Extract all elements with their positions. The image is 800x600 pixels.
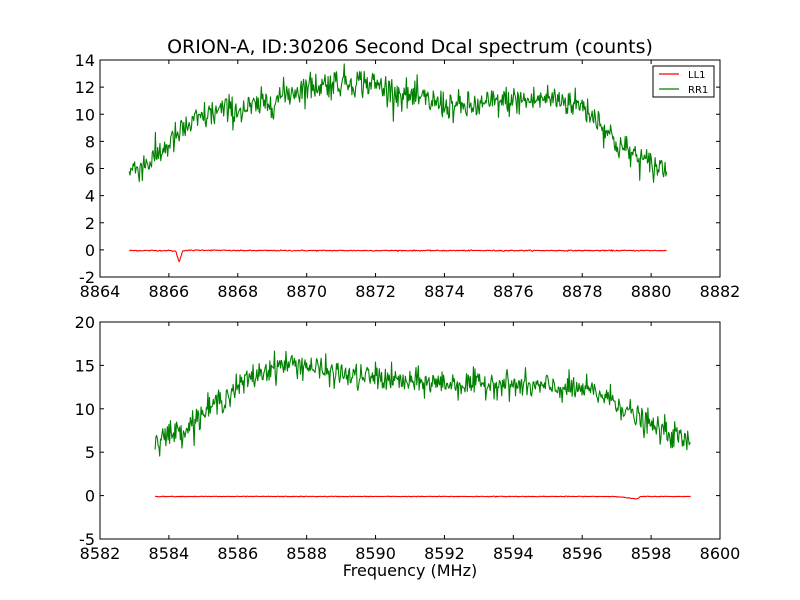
x-tick-label: 8592	[424, 544, 465, 563]
bottom-ticks-layer: 8582 8584 8586 8588 8590 8592 8594 8596 8598 8600…	[75, 313, 741, 563]
legend: LL1 RR1	[652, 65, 715, 98]
y-tick-label: -2	[79, 268, 95, 287]
y-tick-label: 4	[85, 187, 95, 206]
x-tick-label: 8882	[700, 282, 741, 301]
x-tick-label: 8598	[631, 544, 672, 563]
series-line-1-red	[155, 495, 691, 500]
y-tick-label: 14	[75, 51, 95, 70]
legend-label-rr1: RR1	[688, 85, 708, 96]
y-tick-label: 12	[75, 78, 95, 97]
y-tick-label: -5	[79, 530, 95, 549]
y-tick-label: 0	[85, 241, 95, 260]
x-tick-label: 8586	[217, 544, 258, 563]
y-tick-label: 15	[75, 356, 95, 375]
x-tick-label: 8596	[562, 544, 603, 563]
legend-box	[652, 65, 715, 98]
y-tick-label: 0	[85, 487, 95, 506]
legend-label-ll1: LL1	[688, 70, 706, 81]
x-tick-label: 8880	[631, 282, 672, 301]
chart-title: ORION-A, ID:30206 Second Dcal spectrum (…	[167, 36, 653, 58]
x-tick-label: 8594	[493, 544, 534, 563]
bottom-subplot: 8582 8584 8586 8588 8590 8592 8594 8596 8598 8600…	[75, 313, 741, 580]
x-tick-label: 8868	[217, 282, 258, 301]
x-tick-label: 8588	[286, 544, 327, 563]
x-tick-label: 8872	[355, 282, 396, 301]
x-tick-label: 8590	[355, 544, 396, 563]
series-line-1-green	[154, 350, 691, 457]
series-line-0-ll1	[129, 249, 667, 263]
bottom-series-layer	[154, 350, 691, 500]
y-tick-label: 5	[85, 443, 95, 462]
x-tick-label: 8878	[562, 282, 603, 301]
y-tick-label: 2	[85, 214, 95, 233]
top-series-layer	[128, 63, 668, 263]
y-tick-label: 6	[85, 160, 95, 179]
x-tick-label: 8600	[700, 544, 741, 563]
x-tick-label: 8870	[286, 282, 327, 301]
top-ticks-layer: 8864 8866 8868 8870 8872 8874 8876 8878 8880 8882…	[75, 51, 741, 301]
x-tick-label: 8876	[493, 282, 534, 301]
top-axes-frame	[99, 59, 721, 278]
x-axis-label: Frequency (MHz)	[343, 561, 477, 580]
y-tick-label: 8	[85, 132, 95, 151]
bottom-axes-frame	[99, 321, 721, 540]
top-subplot: ORION-A, ID:30206 Second Dcal spectrum (…	[75, 36, 741, 301]
y-tick-label: 10	[75, 400, 95, 419]
x-tick-label: 8582	[80, 544, 121, 563]
x-tick-label: 8874	[424, 282, 465, 301]
y-tick-label: 10	[75, 105, 95, 124]
x-tick-label: 8584	[149, 544, 190, 563]
x-tick-label: 8866	[149, 282, 190, 301]
x-tick-label: 8864	[80, 282, 121, 301]
series-line-0-rr1	[128, 63, 668, 183]
y-tick-label: 20	[75, 313, 95, 332]
